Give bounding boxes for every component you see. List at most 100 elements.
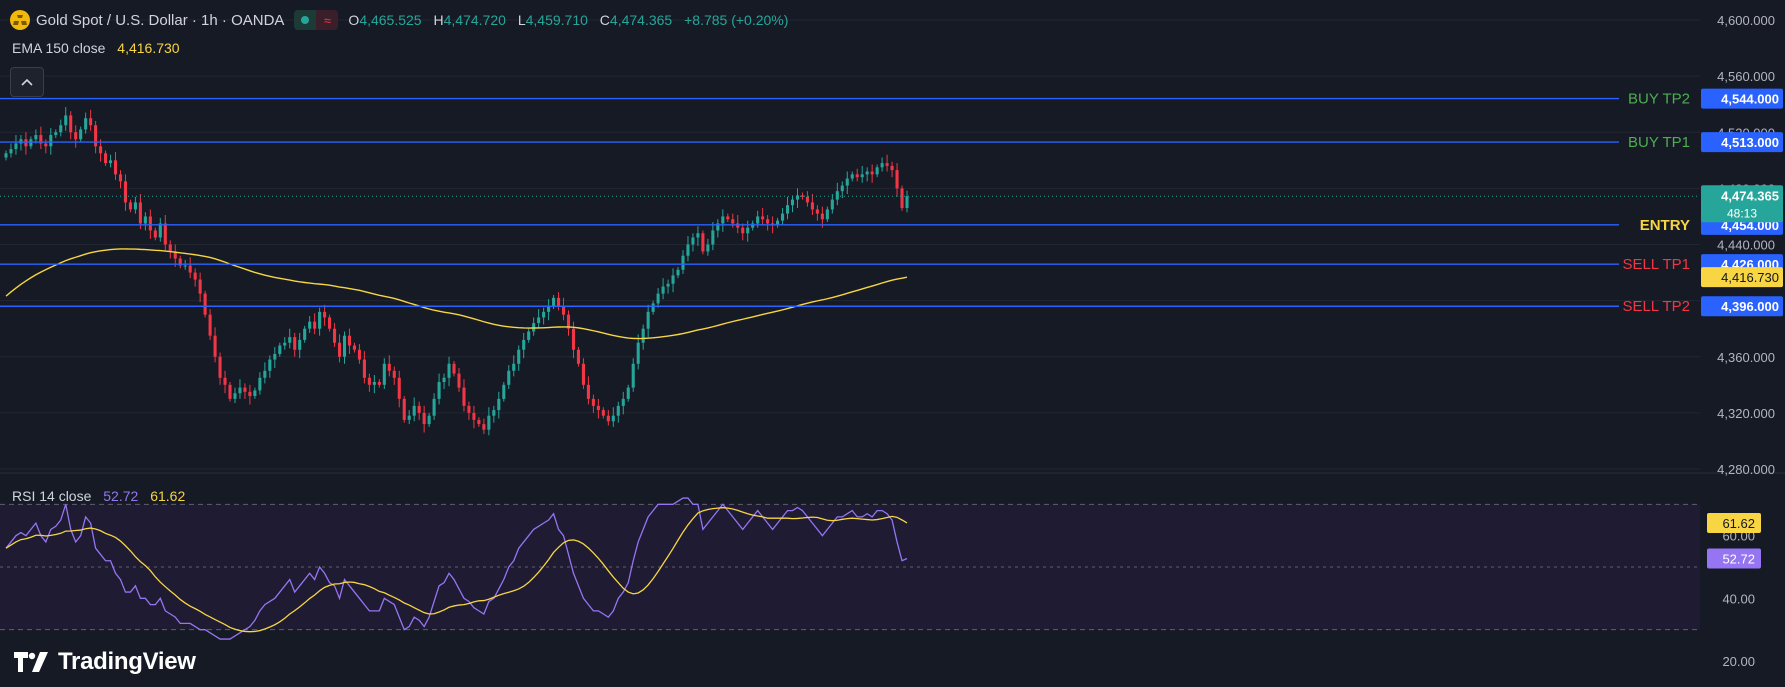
candle-body[interactable] xyxy=(527,331,531,340)
candle-body[interactable] xyxy=(133,202,137,210)
candle-body[interactable] xyxy=(233,393,237,399)
candle-body[interactable] xyxy=(367,377,371,385)
candle-body[interactable] xyxy=(24,139,28,147)
candle-body[interactable] xyxy=(337,342,342,357)
candle-body[interactable] xyxy=(492,410,496,416)
rsi-value-tag[interactable] xyxy=(1707,548,1761,569)
candle-body[interactable] xyxy=(756,216,760,224)
level-price-tag[interactable] xyxy=(1701,132,1783,153)
candle-body[interactable] xyxy=(457,373,461,388)
candle-body[interactable] xyxy=(223,377,227,385)
candle-body[interactable] xyxy=(392,370,396,378)
candle-body[interactable] xyxy=(766,219,770,224)
candle-body[interactable] xyxy=(69,115,73,133)
candle-body[interactable] xyxy=(512,363,516,371)
candle-body[interactable] xyxy=(601,410,605,416)
candle-body[interactable] xyxy=(228,384,232,399)
candle-body[interactable] xyxy=(771,223,775,225)
candle-body[interactable] xyxy=(437,382,441,399)
candle-body[interactable] xyxy=(522,339,526,350)
candle-body[interactable] xyxy=(641,328,645,343)
candle-body[interactable] xyxy=(855,174,859,178)
candle-body[interactable] xyxy=(671,275,675,284)
rsi-ma-line[interactable] xyxy=(5,507,908,633)
candle-body[interactable] xyxy=(407,415,411,420)
candle-body[interactable] xyxy=(442,377,446,383)
candle-body[interactable] xyxy=(278,345,282,354)
ema-price-tag[interactable] xyxy=(1701,267,1783,288)
candle-body[interactable] xyxy=(94,125,98,147)
candle-body[interactable] xyxy=(696,233,700,238)
candle-body[interactable] xyxy=(895,170,899,189)
candle-body[interactable] xyxy=(303,328,307,340)
candle-body[interactable] xyxy=(213,335,217,357)
candle-body[interactable] xyxy=(34,135,38,140)
candle-body[interactable] xyxy=(676,269,680,276)
rsi-legend[interactable]: RSI 14 close 52.72 61.62 xyxy=(12,488,185,504)
candle-body[interactable] xyxy=(706,244,710,252)
candle-body[interactable] xyxy=(761,216,765,220)
candle-body[interactable] xyxy=(178,258,182,266)
candle-body[interactable] xyxy=(865,171,869,175)
candle-body[interactable] xyxy=(198,279,202,294)
candle-body[interactable] xyxy=(128,202,132,210)
tradingview-logo[interactable]: TradingView xyxy=(14,648,196,676)
candle-body[interactable] xyxy=(318,311,322,329)
candle-body[interactable] xyxy=(243,387,247,392)
candle-body[interactable] xyxy=(273,353,277,360)
candle-body[interactable] xyxy=(591,398,595,406)
candle-body[interactable] xyxy=(656,293,660,304)
candle-body[interactable] xyxy=(84,118,88,130)
candle-body[interactable] xyxy=(193,272,197,280)
candle-body[interactable] xyxy=(547,306,551,312)
candle-body[interactable] xyxy=(751,223,755,228)
candle-body[interactable] xyxy=(890,165,894,171)
candle-body[interactable] xyxy=(815,209,819,214)
level-price-tag[interactable] xyxy=(1701,296,1783,317)
candle-body[interactable] xyxy=(342,335,347,357)
candle-body[interactable] xyxy=(113,160,118,175)
candle-body[interactable] xyxy=(900,188,904,209)
candle-body[interactable] xyxy=(746,227,750,234)
candle-body[interactable] xyxy=(586,384,590,399)
candle-body[interactable] xyxy=(870,171,874,175)
candle-body[interactable] xyxy=(173,251,177,259)
candle-body[interactable] xyxy=(726,216,730,220)
candle-body[interactable] xyxy=(99,146,103,154)
candle-body[interactable] xyxy=(258,377,262,391)
candle-body[interactable] xyxy=(741,227,745,234)
candle-body[interactable] xyxy=(89,118,93,126)
candle-body[interactable] xyxy=(576,349,581,364)
candle-body[interactable] xyxy=(54,132,58,136)
candle-body[interactable] xyxy=(74,132,78,140)
candle-body[interactable] xyxy=(417,405,421,413)
candle-body[interactable] xyxy=(785,205,790,214)
rsi-line[interactable] xyxy=(5,497,908,640)
candle-body[interactable] xyxy=(860,174,864,178)
candle-body[interactable] xyxy=(716,223,720,231)
candle-body[interactable] xyxy=(422,412,426,425)
candle-body[interactable] xyxy=(19,139,23,144)
candle-body[interactable] xyxy=(800,195,805,197)
candle-body[interactable] xyxy=(427,415,431,425)
candle-body[interactable] xyxy=(298,339,302,350)
candle-body[interactable] xyxy=(49,135,53,147)
candle-body[interactable] xyxy=(611,415,615,422)
candle-body[interactable] xyxy=(681,255,685,270)
candle-body[interactable] xyxy=(666,283,670,287)
candle-body[interactable] xyxy=(387,363,391,371)
candle-body[interactable] xyxy=(402,398,406,420)
candle-body[interactable] xyxy=(293,337,297,350)
candle-body[interactable] xyxy=(840,185,844,192)
candle-body[interactable] xyxy=(835,191,839,200)
candle-body[interactable] xyxy=(308,321,312,329)
candle-body[interactable] xyxy=(163,223,167,245)
candle-body[interactable] xyxy=(412,405,416,416)
market-status-pill[interactable]: ≈ xyxy=(294,10,339,30)
candle-body[interactable] xyxy=(39,135,43,144)
candle-body[interactable] xyxy=(313,321,317,329)
candle-body[interactable] xyxy=(64,115,68,126)
candle-body[interactable] xyxy=(845,178,849,186)
candle-body[interactable] xyxy=(566,314,571,329)
